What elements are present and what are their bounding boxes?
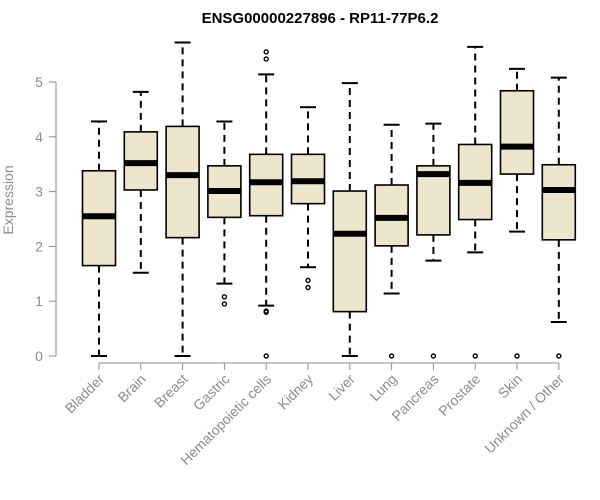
y-tick-label: 2	[35, 238, 43, 254]
y-tick-label: 0	[35, 348, 43, 364]
outlier-point	[430, 353, 437, 359]
box-group	[332, 82, 368, 357]
outlier-point	[221, 294, 228, 300]
outlier-point	[388, 353, 395, 359]
box-body	[541, 163, 577, 241]
box-group	[248, 49, 284, 359]
x-tick-label: Kidney	[275, 371, 317, 413]
outlier-point	[263, 353, 269, 359]
x-tick-label: Skin	[495, 371, 526, 402]
x-tick-label: Breast	[151, 371, 191, 411]
box-series	[81, 41, 577, 359]
y-tick-label: 5	[35, 74, 43, 90]
chart-title: ENSG00000227896 - RP11-77P6.2	[202, 10, 439, 27]
outlier-point	[556, 353, 562, 359]
x-tick-label: Lung	[366, 371, 399, 404]
outlier-point	[305, 277, 311, 284]
outlier-point	[305, 284, 311, 291]
box-group	[290, 106, 326, 291]
y-tick-label: 3	[35, 184, 43, 200]
x-tick-label: Prostate	[435, 371, 483, 419]
box-body	[165, 125, 200, 239]
box-body	[499, 89, 535, 175]
outlier-point	[472, 353, 478, 359]
outlier-point	[263, 309, 269, 315]
y-axis-label: Expression	[0, 165, 16, 234]
box-group	[165, 41, 200, 357]
x-tick-label: Liver	[325, 371, 358, 404]
y-tick-label: 1	[35, 293, 43, 309]
box-body	[332, 190, 368, 313]
y-tick-label: 4	[35, 129, 43, 145]
box-group	[374, 123, 409, 359]
box-body	[416, 165, 451, 236]
x-tick-label: Bladder	[62, 371, 108, 417]
box-group	[81, 120, 117, 357]
outlier-point	[221, 301, 228, 307]
box-group	[541, 76, 577, 359]
outlier-point	[263, 56, 269, 62]
box-group	[416, 122, 451, 359]
box-group	[207, 120, 242, 307]
box-group	[123, 90, 159, 274]
box-group	[457, 45, 493, 359]
box-group	[499, 67, 535, 359]
outlier-point	[263, 49, 269, 55]
outlier-point	[514, 353, 520, 359]
x-tick-label: Unknown / Other	[481, 371, 567, 457]
x-tick-label: Brain	[114, 371, 148, 405]
y-axis: 0 1 2 3 4 5	[35, 74, 57, 364]
